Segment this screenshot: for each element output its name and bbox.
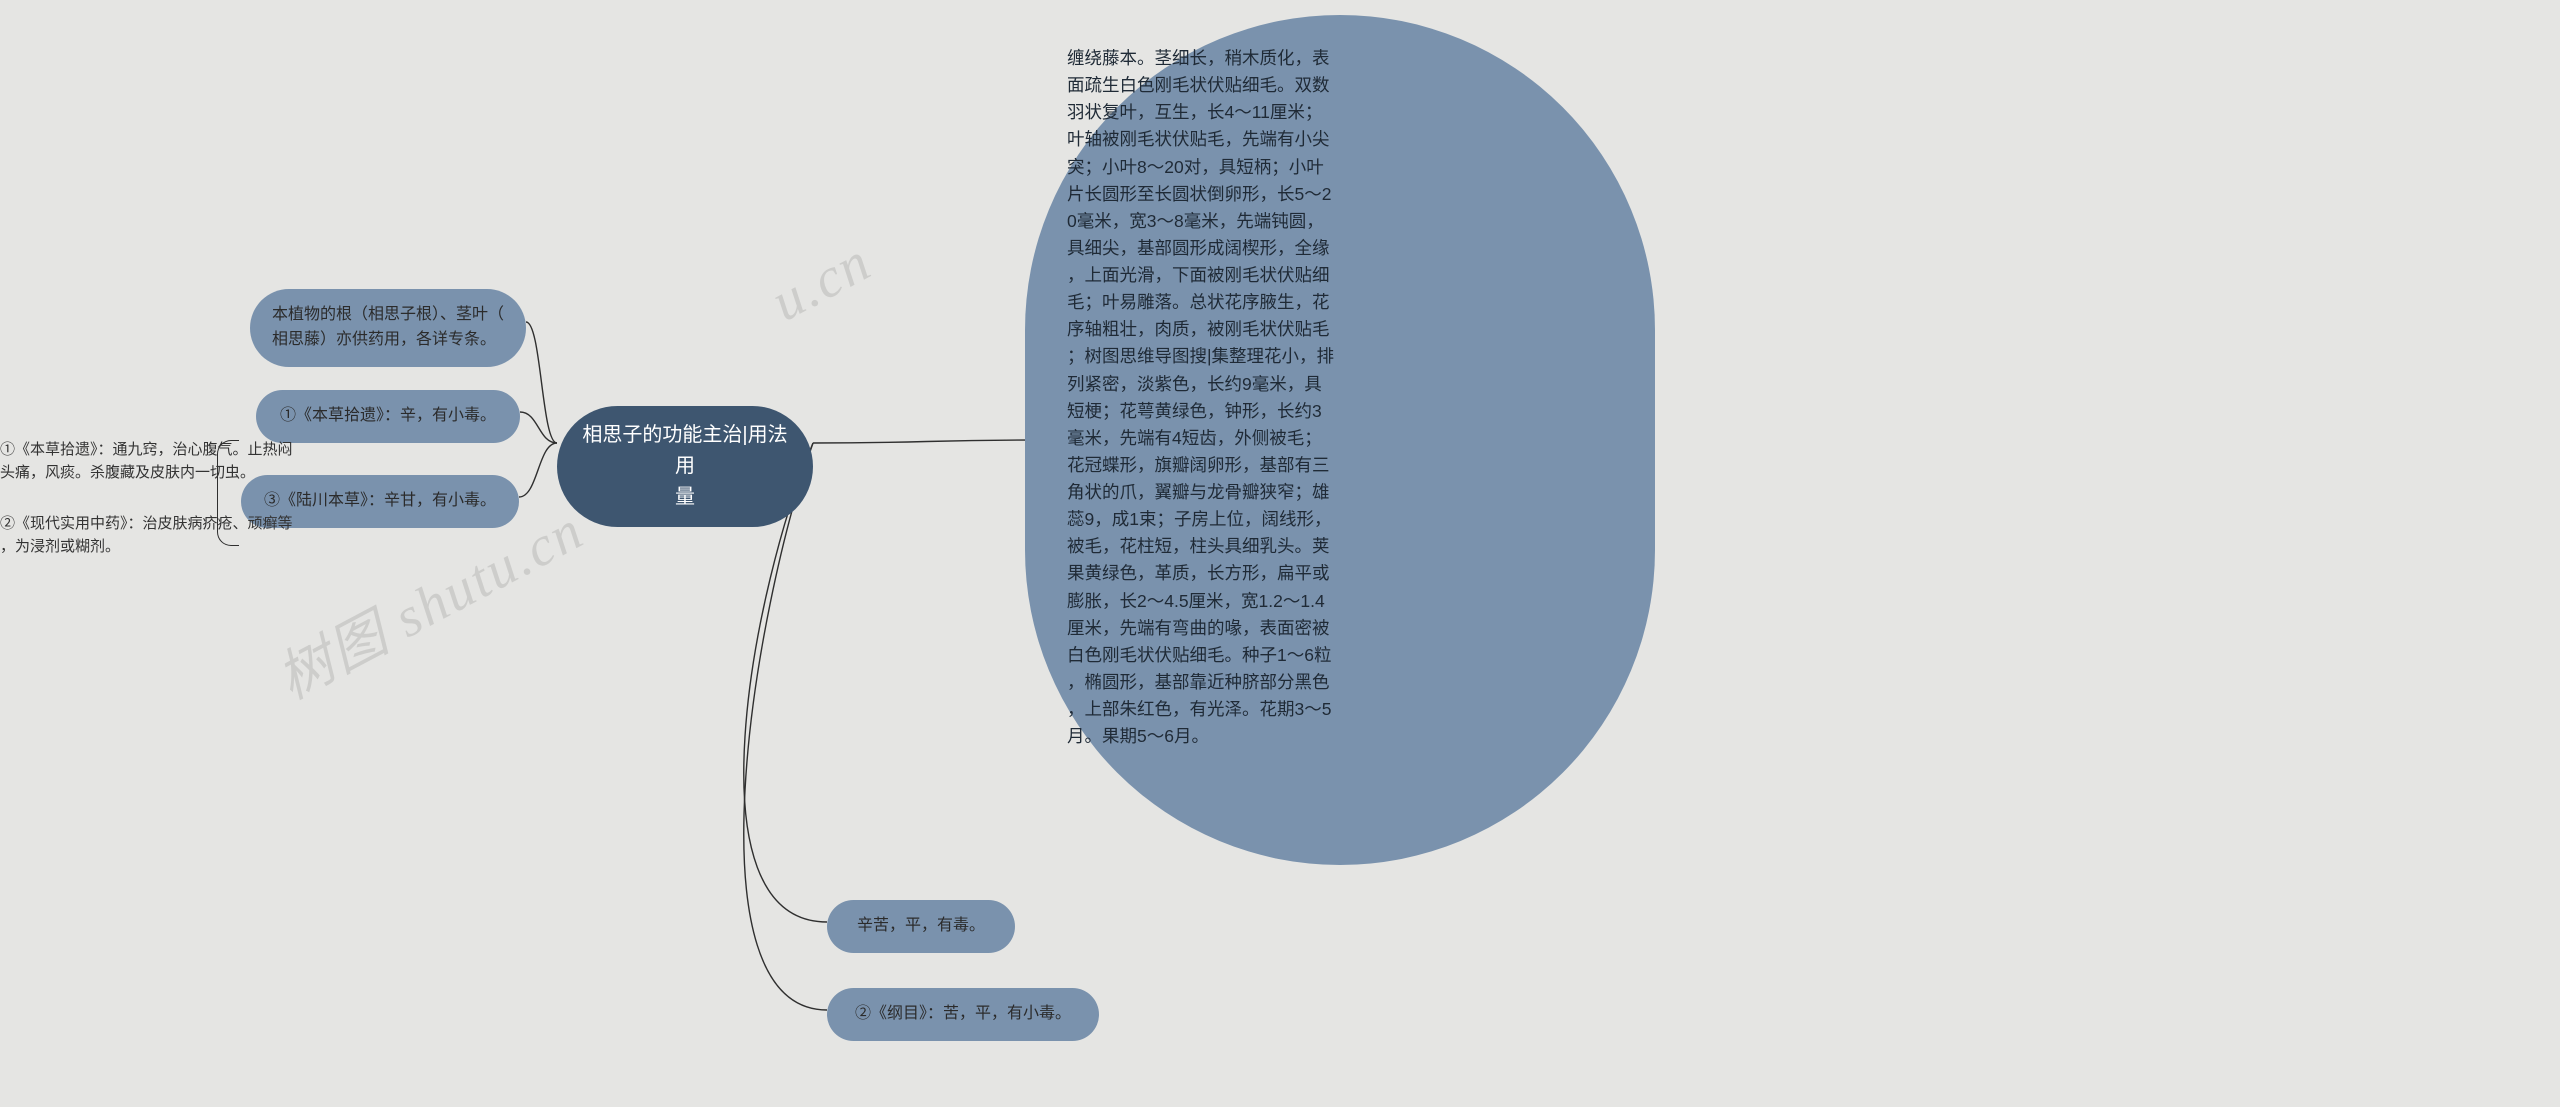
node-label: 本植物的根（相思子根）、茎叶（相思藤）亦供药用，各详专条。 <box>272 303 504 353</box>
leaf-note-2: ②《现代实用中药》：治皮肤病疥疮、顽癣等，为浸剂或糊剂。 <box>0 512 330 559</box>
node-label: 辛苦，平，有毒。 <box>857 914 985 939</box>
description-text: 缠绕藤本。茎细长，稍木质化，表面疏生白色刚毛状伏贴细毛。双数羽状复叶，互生，长4… <box>1067 45 1613 750</box>
root-label: 相思子的功能主治|用法用量 <box>579 420 791 513</box>
leaf-note-1: ①《本草拾遗》：通九窍，治心腹气。止热闷头痛，风痰。杀腹藏及皮肤内一切虫。 <box>0 438 330 485</box>
node-label: ①《本草拾遗》：辛，有小毒。 <box>280 404 496 429</box>
watermark: u.cn <box>761 230 882 335</box>
root-node[interactable]: 相思子的功能主治|用法用量 <box>557 406 813 527</box>
node-label: ③《陆川本草》：辛甘，有小毒。 <box>264 489 496 514</box>
node-label: ②《纲目》：苦，平，有小毒。 <box>855 1002 1071 1027</box>
left-node-2[interactable]: ①《本草拾遗》：辛，有小毒。 <box>256 390 520 443</box>
right-node-3[interactable]: ②《纲目》：苦，平，有小毒。 <box>827 988 1099 1041</box>
mindmap-canvas: 树图 shutu.cn u.cn 树图 .cn 相思子的功能主治|用法用量 本植… <box>0 0 2560 1107</box>
left-node-1[interactable]: 本植物的根（相思子根）、茎叶（相思藤）亦供药用，各详专条。 <box>250 289 526 367</box>
description-node[interactable]: 缠绕藤本。茎细长，稍木质化，表面疏生白色刚毛状伏贴细毛。双数羽状复叶，互生，长4… <box>1025 15 1655 865</box>
right-node-2[interactable]: 辛苦，平，有毒。 <box>827 900 1015 953</box>
